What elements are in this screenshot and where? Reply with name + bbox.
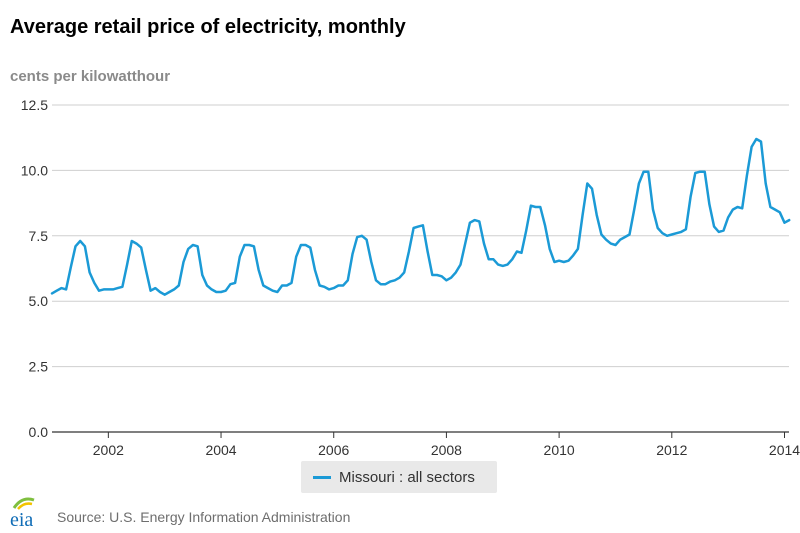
source-note: Source: U.S. Energy Information Administ… bbox=[57, 509, 351, 525]
eia-logo: eia bbox=[10, 497, 35, 530]
logo-arc-green bbox=[12, 497, 35, 509]
y-tick-label: 12.5 bbox=[21, 97, 48, 113]
y-axis-ticks: 0.0 2.5 5.0 7.5 10.0 12.5 bbox=[21, 97, 48, 440]
y-tick-label: 5.0 bbox=[29, 293, 49, 309]
line-chart: 0.0 2.5 5.0 7.5 10.0 12.5 2002 2004 2006 2008 201… bbox=[21, 97, 800, 458]
x-tick-label: 2010 bbox=[544, 442, 575, 458]
x-tick-label: 2012 bbox=[656, 442, 687, 458]
chart-title: Average retail price of electricity, mon… bbox=[10, 16, 406, 38]
series-group bbox=[50, 137, 791, 296]
x-tick-label: 2014 bbox=[769, 442, 800, 458]
x-axis-ticks: 2002 2004 2006 2008 2010 2012 2014 bbox=[93, 432, 800, 458]
legend-label: Missouri : all sectors bbox=[339, 468, 475, 486]
x-tick-label: 2002 bbox=[93, 442, 124, 458]
legend[interactable]: Missouri : all sectors bbox=[301, 461, 497, 493]
y-tick-label: 2.5 bbox=[29, 359, 49, 375]
y-tick-label: 0.0 bbox=[29, 424, 49, 440]
y-axis-unit-label: cents per kilowatthour bbox=[10, 68, 171, 85]
legend-swatch bbox=[313, 475, 331, 479]
logo-text: eia bbox=[10, 509, 33, 530]
y-tick-label: 7.5 bbox=[29, 228, 49, 244]
logo-arc-yellow bbox=[17, 502, 33, 510]
x-tick-label: 2008 bbox=[431, 442, 462, 458]
x-tick-label: 2004 bbox=[205, 442, 236, 458]
y-tick-label: 10.0 bbox=[21, 162, 48, 178]
x-tick-label: 2006 bbox=[318, 442, 349, 458]
grid-lines bbox=[52, 104, 789, 433]
series-line-missouri bbox=[50, 137, 791, 296]
